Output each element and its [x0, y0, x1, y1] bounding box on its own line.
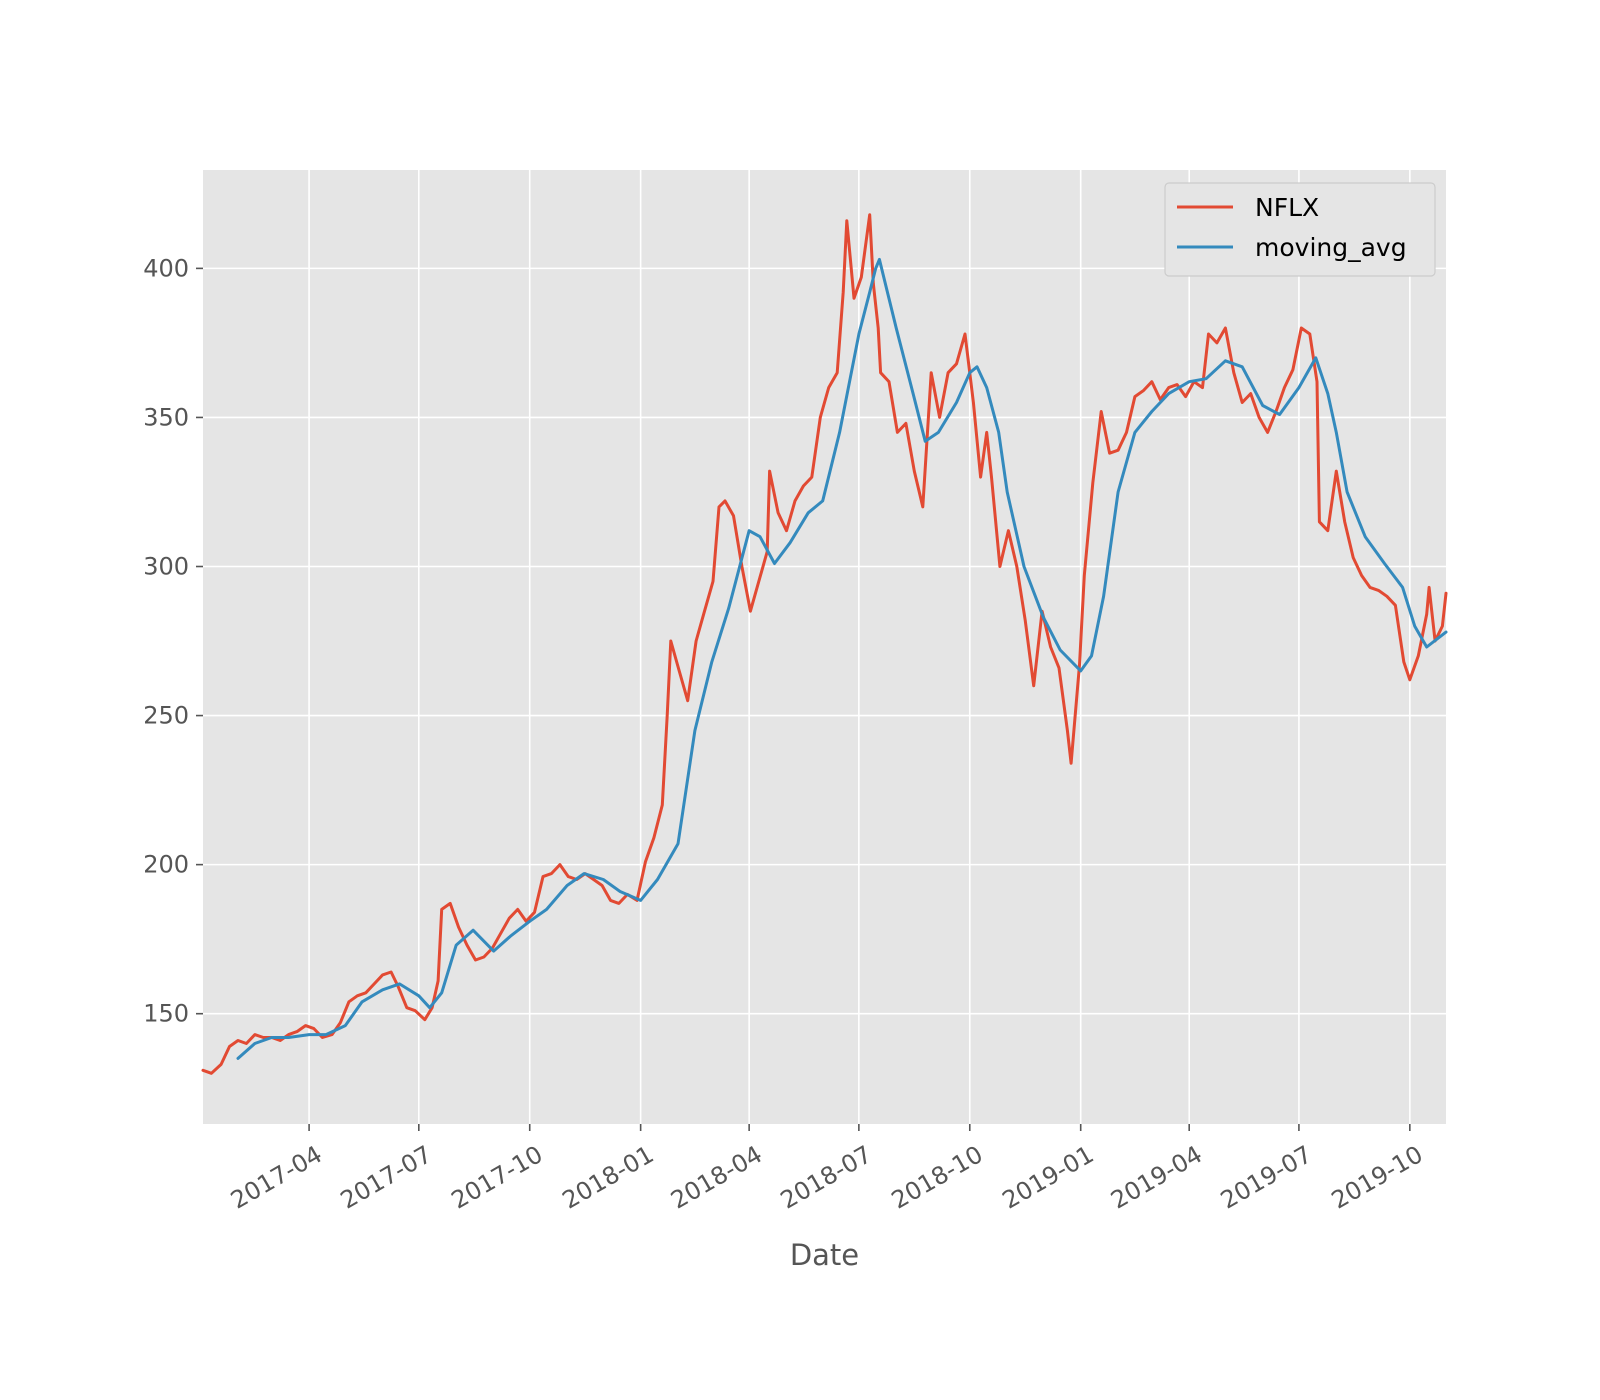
y-axis-ticks: 150 200 250 300 350 400 — [143, 254, 203, 1028]
series-line-NFLX — [201, 213, 1448, 1075]
plot-area — [203, 170, 1446, 1124]
x-axis-label: Date — [790, 1238, 859, 1272]
y-tick-label: 200 — [143, 851, 189, 879]
legend-label: NFLX — [1255, 193, 1319, 222]
series-line-moving_avg — [236, 257, 1448, 1060]
legend: NFLX moving_avg — [1164, 182, 1436, 277]
gridlines — [203, 170, 1446, 1124]
y-tick-label: 150 — [143, 1000, 189, 1028]
y-tick-label: 250 — [143, 702, 189, 730]
y-tick-label: 350 — [143, 403, 189, 431]
legend-label: moving_avg — [1255, 233, 1407, 262]
series-lines — [201, 213, 1448, 1075]
y-tick-label: 400 — [143, 254, 189, 282]
y-tick-label: 300 — [143, 553, 189, 581]
